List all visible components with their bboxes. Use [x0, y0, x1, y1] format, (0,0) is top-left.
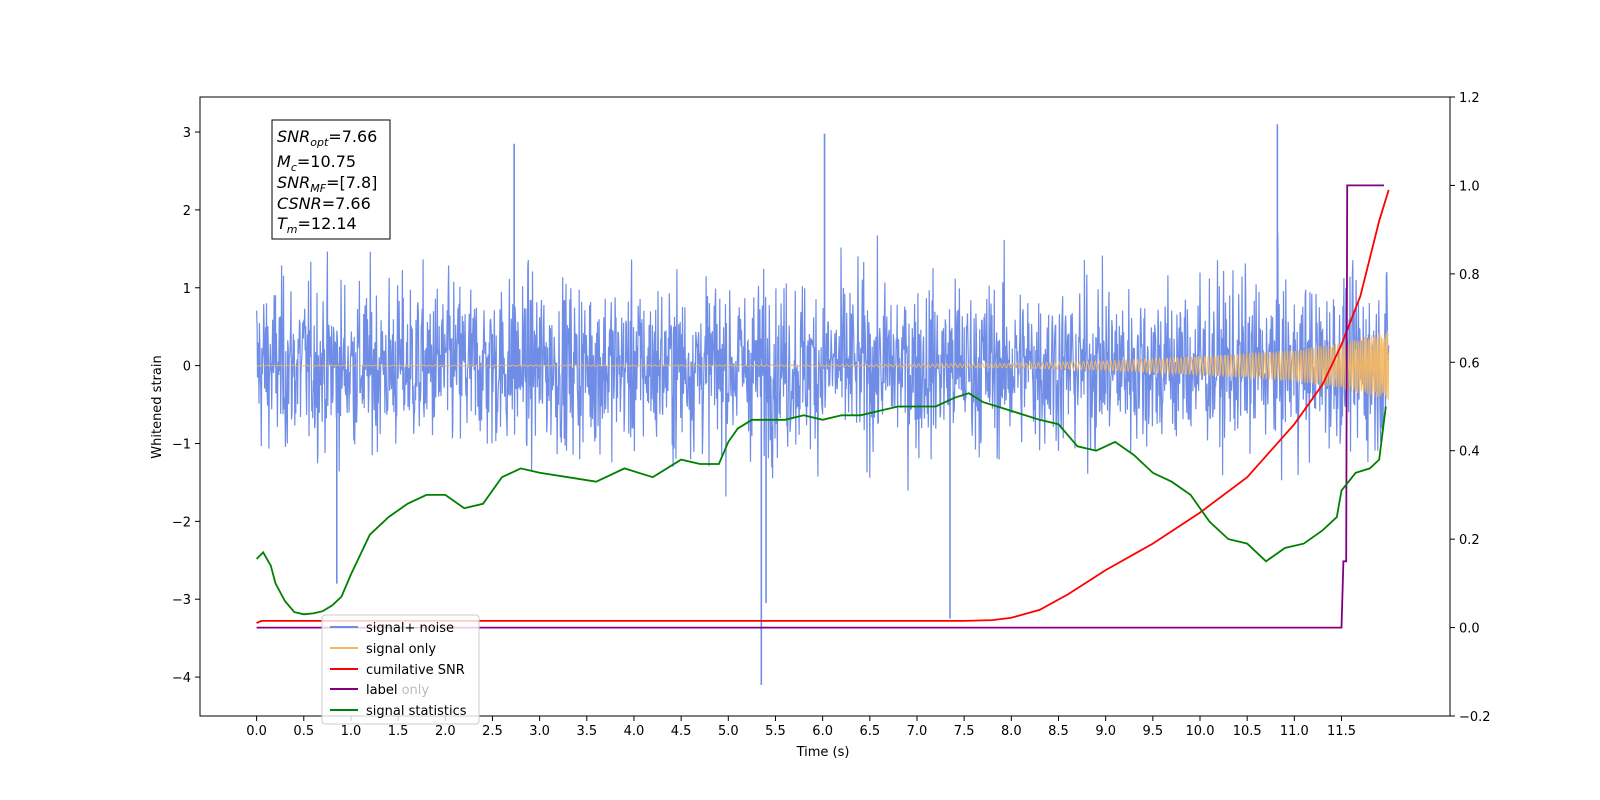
x-tick-label: 4.5 [671, 724, 692, 739]
x-tick-label: 11.5 [1327, 724, 1356, 739]
y-axis-right: −0.2 0.0 0.2 0.4 0.6 0.8 1.0 1.2 [1450, 91, 1491, 725]
legend-item-cumulative-snr: cumilative SNR [330, 663, 465, 678]
legend-item-signal-only: signal only [330, 642, 436, 657]
signal-plus-noise-line [256, 232, 1390, 497]
y-axis-left: −4 −3 −2 −1 0 1 2 3 [172, 126, 200, 686]
y-tick-label: 2 [183, 204, 191, 219]
x-tick-label: 6.5 [859, 724, 880, 739]
x-tick-label: 6.0 [812, 724, 833, 739]
y-tick-label: −2 [172, 515, 191, 530]
legend: signal+ noise signal only cumilative SNR… [321, 614, 480, 725]
x-tick-label: 7.5 [954, 724, 975, 739]
x-tick-label: 7.0 [907, 724, 928, 739]
x-tick-label: 1.5 [388, 724, 409, 739]
right-axis-series [255, 184, 1390, 629]
y-tick-label: −4 [172, 671, 191, 686]
cumilative-snr-line [256, 189, 1390, 624]
y-tick-label: 3 [183, 126, 191, 141]
svg-text:signal statistics: signal statistics [366, 704, 467, 719]
signal-only-line [256, 330, 1390, 400]
y2-tick-label: 0.2 [1459, 533, 1480, 548]
signal-plus-noise-series [256, 124, 1390, 685]
y-tick-label: −1 [172, 437, 191, 452]
y2-tick-label: 1.0 [1459, 179, 1480, 194]
annotation-chirp-mass: Mc=10.75 [277, 152, 356, 174]
y-tick-label: 0 [183, 360, 191, 375]
x-tick-label: 9.5 [1142, 724, 1163, 739]
svg-text:label only: label only [366, 683, 429, 698]
annotation-box: SNRopt=7.66 Mc=10.75 SNRMF=[7.8] CSNR=7.… [271, 119, 391, 240]
x-tick-label: 5.0 [718, 724, 739, 739]
y-tick-label: −3 [172, 593, 191, 608]
legend-item-signal-statistics: signal statistics [330, 704, 467, 719]
x-axis-label: Time (s) [796, 745, 850, 760]
svg-text:signal only: signal only [366, 642, 436, 657]
annotation-snr-mf: SNRMF=[7.8] [277, 173, 377, 195]
svg-text:cumilative SNR: cumilative SNR [366, 663, 465, 678]
x-tick-label: 9.0 [1095, 724, 1116, 739]
y2-tick-label: 0.0 [1459, 622, 1480, 637]
x-tick-label: 10.5 [1233, 724, 1262, 739]
legend-item-label: label [330, 683, 397, 698]
y-tick-label: 1 [183, 282, 191, 297]
x-tick-label: 8.5 [1048, 724, 1069, 739]
y2-tick-label: 0.8 [1459, 268, 1480, 283]
x-tick-label: 11.0 [1280, 724, 1309, 739]
svg-text:label: label [366, 683, 397, 698]
x-tick-label: 3.0 [529, 724, 550, 739]
signal-statistics-line [255, 392, 1387, 616]
y2-tick-label: −0.2 [1459, 710, 1491, 725]
y-axis-label: Whitened strain [150, 355, 165, 458]
x-tick-label: 8.0 [1001, 724, 1022, 739]
x-tick-label: 1.0 [341, 724, 362, 739]
x-tick-label: 3.5 [576, 724, 597, 739]
x-axis: 0.0 0.5 1.0 1.5 2.0 2.5 3.0 3.5 4.0 4.5 5.0 5.5 6.0 6… [246, 716, 1356, 739]
x-tick-label: 0.5 [293, 724, 314, 739]
annotation-csnr: CSNR=7.66 [277, 194, 371, 213]
x-tick-label: 5.5 [765, 724, 786, 739]
svg-text:signal+ noise: signal+ noise [366, 621, 454, 636]
annotation-snr-opt: SNRopt=7.66 [277, 127, 377, 149]
legend-item-signal-noise: signal+ noise [330, 621, 454, 636]
y2-tick-label: 0.4 [1459, 445, 1480, 460]
label-line [256, 184, 1384, 629]
x-tick-label: 0.0 [246, 724, 267, 739]
signal-only-series [256, 330, 1390, 400]
legend-item-label-only: label only [366, 683, 429, 698]
x-tick-label: 2.5 [482, 724, 503, 739]
plot-frame [199, 96, 1451, 717]
y2-tick-label: 1.2 [1459, 91, 1480, 106]
annotation-merger-time: Tm=12.14 [277, 214, 357, 236]
x-tick-label: 10.0 [1186, 724, 1215, 739]
x-tick-label: 4.0 [624, 724, 645, 739]
x-tick-label: 2.0 [435, 724, 456, 739]
y2-tick-label: 0.6 [1459, 356, 1480, 371]
